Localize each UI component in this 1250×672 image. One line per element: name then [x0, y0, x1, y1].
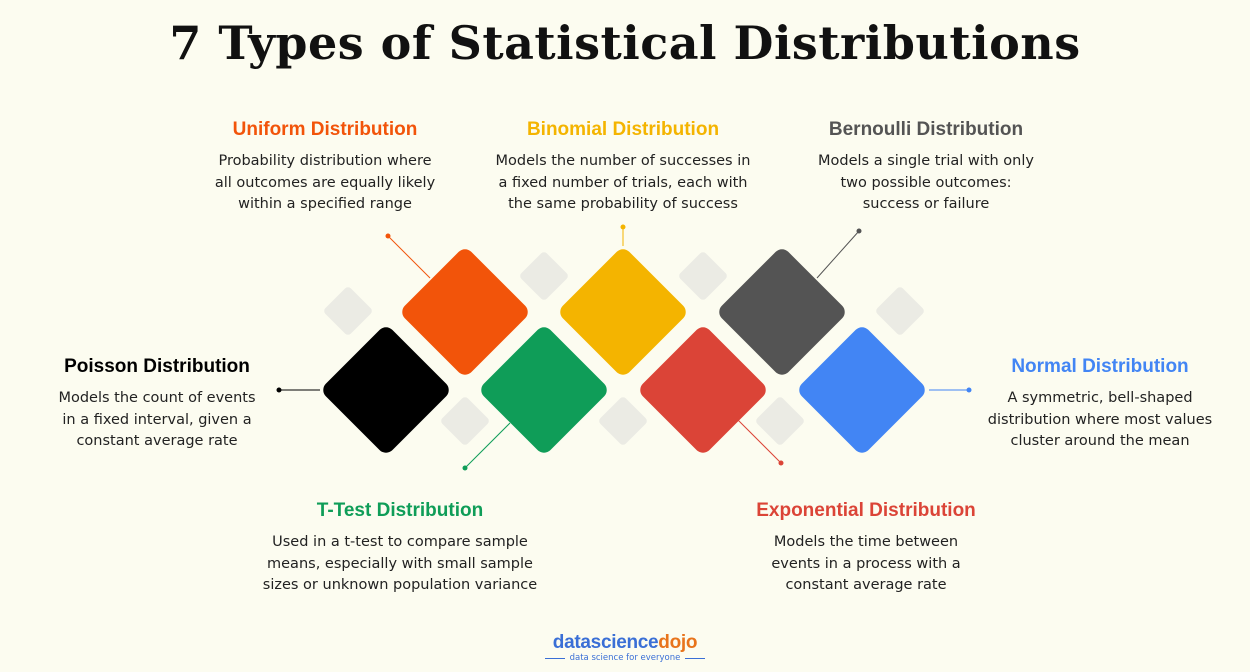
- poisson-block: Poisson Distribution Models the count of…: [40, 356, 274, 453]
- poisson-heading: Poisson Distribution: [64, 356, 250, 377]
- poisson-description: Models the count of events in a fixed in…: [58, 390, 256, 449]
- decor-diamond: [756, 397, 804, 445]
- uniform-description: Probability distribution where all outco…: [214, 153, 436, 212]
- decor-diamond: [441, 397, 489, 445]
- ttest-heading: T-Test Distribution: [316, 500, 484, 521]
- binomial-heading: Binomial Distribution: [526, 119, 720, 140]
- diamond-poisson: [323, 327, 449, 453]
- connector-bernoulli: [816, 230, 860, 279]
- decor-diamond: [679, 252, 727, 300]
- decor-diamond: [876, 287, 924, 335]
- decor-diamond: [324, 287, 372, 335]
- datasciencedojo-logo: datasciencedojo data science for everyon…: [525, 632, 725, 663]
- logo-tagline: data science for everyone: [569, 653, 681, 663]
- uniform-heading: Uniform Distribution: [232, 119, 418, 140]
- exponential-description: Models the time between events in a proc…: [771, 534, 961, 593]
- bernoulli-block: Bernoulli Distribution Models a single t…: [794, 119, 1058, 216]
- logo-wordmark: datasciencedojo: [552, 632, 698, 653]
- ttest-description: Used in a t-test to compare sample means…: [262, 534, 538, 593]
- bernoulli-description: Models a single trial with only two poss…: [818, 153, 1034, 212]
- bernoulli-heading: Bernoulli Distribution: [828, 119, 1024, 140]
- logo-tagline-row: data science for everyone: [525, 653, 725, 663]
- connector-ttest: [464, 422, 511, 469]
- connector-exponential: [735, 417, 782, 464]
- diamond-ttest: [481, 327, 607, 453]
- diamond-bernoulli: [719, 249, 845, 375]
- diamond-normal: [799, 327, 925, 453]
- normal-description: A symmetric, bell-shaped distribution wh…: [987, 390, 1213, 449]
- diamond-uniform: [402, 249, 528, 375]
- normal-heading: Normal Distribution: [1011, 356, 1189, 377]
- ttest-block: T-Test Distribution Used in a t-test to …: [249, 500, 551, 597]
- uniform-block: Uniform Distribution Probability distrib…: [197, 119, 453, 216]
- page-title: 7 Types of Statistical Distributions: [169, 16, 1081, 70]
- decor-diamond: [599, 397, 647, 445]
- normal-block: Normal Distribution A symmetric, bell-sh…: [966, 356, 1234, 453]
- diamond-exponential: [640, 327, 766, 453]
- diamond-binomial: [560, 249, 686, 375]
- exponential-heading: Exponential Distribution: [756, 500, 976, 521]
- binomial-description: Models the number of successes in a fixe…: [495, 153, 751, 212]
- exponential-block: Exponential Distribution Models the time…: [731, 500, 1001, 597]
- connector-uniform: [387, 235, 431, 279]
- decor-diamond: [520, 252, 568, 300]
- binomial-block: Binomial Distribution Models the number …: [473, 119, 773, 216]
